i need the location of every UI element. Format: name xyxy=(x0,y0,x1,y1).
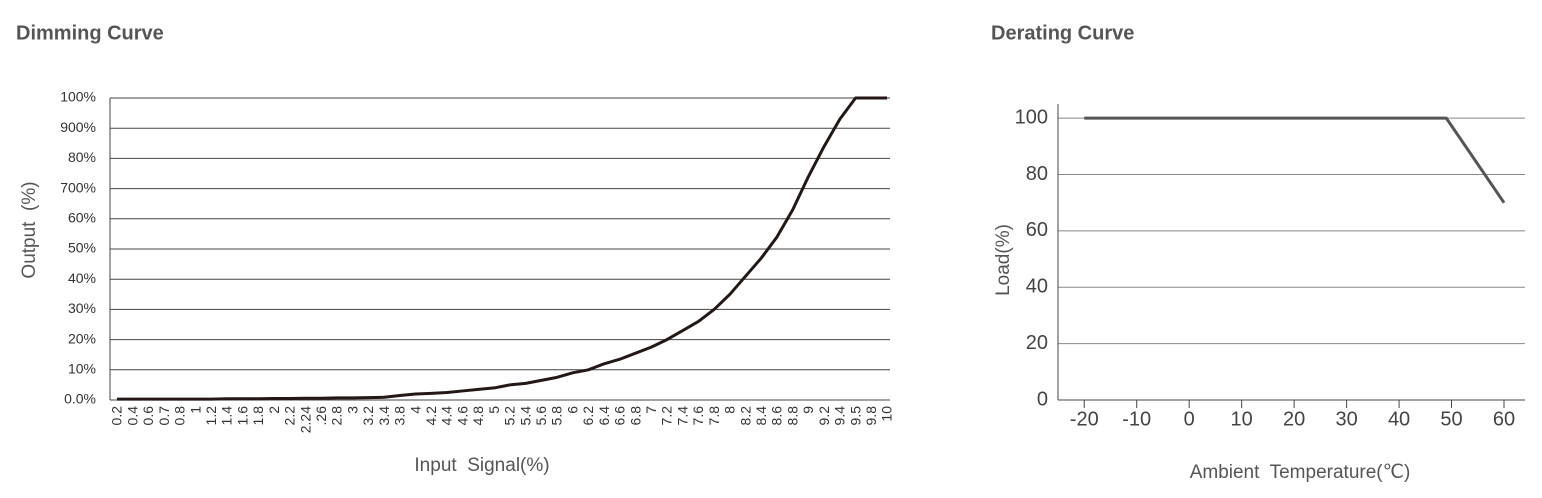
x-axis-label: Ambient Temperature(℃) xyxy=(1190,462,1411,483)
chart-title: Dimming Curve xyxy=(16,22,164,44)
x-tick-label: 0.2 xyxy=(109,406,125,426)
x-tick-label: 6.4 xyxy=(596,406,612,426)
x-tick-label: 0 xyxy=(1184,408,1195,430)
y-tick-label: 20% xyxy=(68,330,96,346)
x-tick-label: 7.8 xyxy=(706,406,722,426)
y-tick-label: 700% xyxy=(60,179,96,195)
x-axis-label: Input Signal(%) xyxy=(414,455,549,476)
y-tick-label: 80 xyxy=(1026,163,1048,185)
x-tick-label: 20 xyxy=(1283,408,1305,430)
y-tick-label: 10% xyxy=(68,361,96,377)
x-tick-label: 7.2 xyxy=(659,406,675,426)
x-tick-label: 4.8 xyxy=(470,406,486,426)
x-tick-label: 6.2 xyxy=(580,406,596,426)
x-tick-label: 6.8 xyxy=(627,406,643,426)
x-tick-label: 0.4 xyxy=(124,406,140,426)
x-tick-label: 1 xyxy=(187,406,203,414)
x-tick-label: 8 xyxy=(722,406,738,414)
x-tick-label: 9.5 xyxy=(847,406,863,426)
x-tick-label: 1.6 xyxy=(234,406,250,426)
x-tick-label: 2 xyxy=(266,406,282,414)
x-tick-label: .26 xyxy=(313,406,329,426)
x-tick-label: 6 xyxy=(564,406,580,414)
y-tick-label: 80% xyxy=(68,149,96,165)
x-tick-label: 2.2 xyxy=(282,406,298,426)
x-tick-label: 5.2 xyxy=(502,406,518,426)
x-tick-label: 5.6 xyxy=(533,406,549,426)
x-tick-label: 7 xyxy=(643,406,659,414)
y-tick-label: 0.0% xyxy=(64,391,96,407)
x-tick-label: 1.8 xyxy=(250,406,266,426)
y-tick-label: 50% xyxy=(68,240,96,256)
x-tick-label: 0.8 xyxy=(172,406,188,426)
x-tick-label: 2.24 xyxy=(297,406,313,433)
y-tick-label: 900% xyxy=(60,119,96,135)
x-tick-label: -10 xyxy=(1122,408,1151,430)
y-tick-label: 40 xyxy=(1026,276,1048,298)
x-tick-label: 9.2 xyxy=(816,406,832,426)
x-tick-label: 9.8 xyxy=(863,406,879,426)
x-tick-label: 7.4 xyxy=(674,406,690,426)
x-tick-label: 4.6 xyxy=(454,406,470,426)
x-tick-label: 3.4 xyxy=(376,406,392,426)
data-line xyxy=(117,96,887,401)
x-tick-label: 30 xyxy=(1335,408,1357,430)
x-tick-label: 40 xyxy=(1388,408,1410,430)
x-tick-label: 7.6 xyxy=(690,406,706,426)
y-tick-label: 100 xyxy=(1015,106,1048,128)
x-tick-label: 5.4 xyxy=(517,406,533,426)
x-tick-label: 10 xyxy=(879,406,895,422)
y-axis-label: Load(%) xyxy=(993,224,1014,296)
x-tick-label: 5 xyxy=(486,406,502,414)
x-tick-label: 10 xyxy=(1231,408,1253,430)
x-tick-label: 60 xyxy=(1493,408,1515,430)
x-tick-label: 8.2 xyxy=(737,406,753,426)
y-tick-label: 60 xyxy=(1026,219,1048,241)
y-tick-label: 0 xyxy=(1037,388,1048,410)
x-tick-label: 8.6 xyxy=(769,406,785,426)
x-tick-label: 8.4 xyxy=(753,406,769,426)
x-tick-label: 1.2 xyxy=(203,406,219,426)
y-tick-label: 30% xyxy=(68,300,96,316)
x-tick-label: 3.8 xyxy=(392,406,408,426)
y-tick-label: 60% xyxy=(68,210,96,226)
x-tick-label: 4.2 xyxy=(423,406,439,426)
x-tick-label: 8.8 xyxy=(784,406,800,426)
x-tick-label: 50 xyxy=(1440,408,1462,430)
x-tick-label: 2.8 xyxy=(329,406,345,426)
data-line xyxy=(1084,116,1506,204)
y-axis-label: Output (%) xyxy=(19,181,40,278)
x-tick-label: 9.4 xyxy=(832,406,848,426)
x-tick-label: 4 xyxy=(407,406,423,414)
x-tick-label: 0.6 xyxy=(140,406,156,426)
y-tick-label: 20 xyxy=(1026,332,1048,354)
x-tick-label: 0.7 xyxy=(156,406,172,426)
x-tick-label: 6.6 xyxy=(612,406,628,426)
x-tick-label: 9 xyxy=(800,406,816,414)
y-tick-label: 40% xyxy=(68,270,96,286)
x-tick-label: 1.4 xyxy=(219,406,235,426)
x-tick-label: -20 xyxy=(1070,408,1099,430)
y-tick-label: 100% xyxy=(60,89,96,105)
x-tick-label: 3 xyxy=(344,406,360,414)
x-tick-label: 3.2 xyxy=(360,406,376,426)
x-tick-label: 4.4 xyxy=(439,406,455,426)
chart-title: Derating Curve xyxy=(991,22,1134,44)
x-tick-label: 5.8 xyxy=(549,406,565,426)
